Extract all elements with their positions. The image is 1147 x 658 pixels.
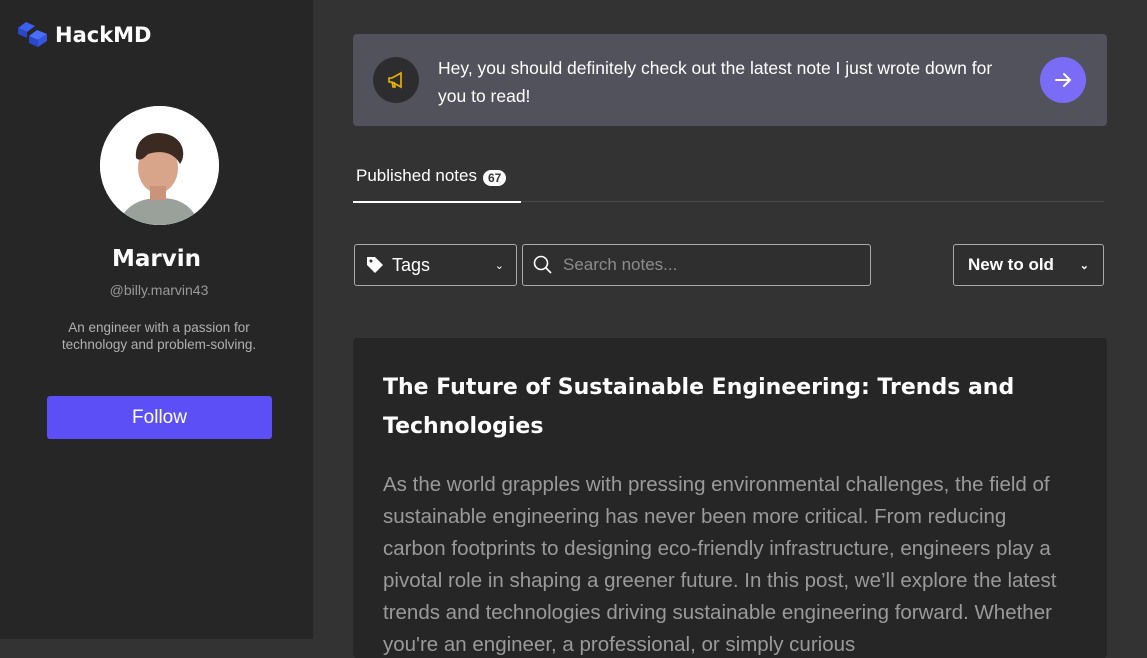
sidebar: HackMD Marvin @billy.marvin43 An enginee…	[0, 0, 313, 639]
note-excerpt: As the world grapples with pressing envi…	[383, 473, 1057, 656]
banner-go-button[interactable]	[1040, 57, 1086, 103]
sort-dropdown[interactable]: New to old ⌄	[953, 244, 1104, 286]
profile-name: Marvin	[111, 246, 201, 272]
app-name: HackMD	[55, 23, 152, 47]
megaphone-icon	[373, 57, 419, 103]
avatar	[100, 106, 219, 225]
search-box	[522, 244, 871, 286]
arrow-right-icon	[1055, 73, 1072, 87]
chevron-down-icon: ⌄	[494, 259, 504, 272]
tag-icon	[367, 257, 383, 273]
sort-value: New to old	[968, 255, 1054, 274]
tab-published-notes[interactable]: Published notes 67	[353, 166, 521, 203]
search-icon	[533, 255, 552, 274]
notes-count-badge: 67	[482, 170, 507, 186]
note-title[interactable]: The Future of Sustainable Engineering: T…	[383, 375, 1015, 439]
tab-divider	[521, 201, 1104, 202]
tab-label: Published notes	[356, 166, 477, 185]
hackmd-logo-icon	[18, 22, 47, 47]
note-card[interactable]: The Future of Sustainable Engineering: T…	[353, 338, 1107, 658]
tags-dropdown[interactable]: Tags ⌄	[354, 244, 517, 286]
banner-text: Hey, you should definitely check out the…	[438, 58, 993, 106]
tags-label: Tags	[392, 254, 431, 275]
announcement-banner: Hey, you should definitely check out the…	[353, 34, 1107, 126]
chevron-down-icon: ⌄	[1079, 259, 1089, 272]
hackmd-logo[interactable]: HackMD	[16, 20, 152, 50]
follow-button[interactable]: Follow	[47, 396, 272, 439]
profile-bio: An engineer with a passion for technolog…	[61, 320, 257, 352]
search-input[interactable]	[563, 255, 853, 275]
profile-handle: @billy.marvin43	[109, 282, 209, 298]
